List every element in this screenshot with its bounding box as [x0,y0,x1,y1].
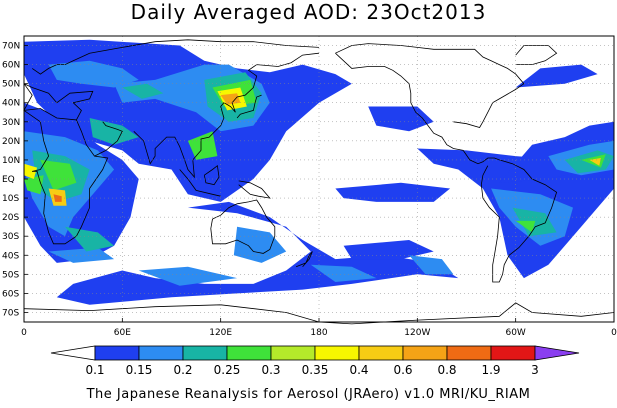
lat-tick-label: 50N [2,80,20,90]
colorbar-level-label: 0.1 [85,363,104,377]
lat-tick-label: EQ [2,175,15,185]
map-title: Daily Averaged AOD: 23Oct2013 [130,0,487,24]
coast-new-zealand [295,251,313,268]
aod-patch [40,159,77,191]
colorbar-arrow-high [534,345,580,361]
aod-patch [48,60,139,88]
lat-tick-label: 40N [2,99,20,109]
aod-patch [138,266,238,286]
coast-asia [133,52,320,179]
coastlines [23,39,615,325]
coast-japan [236,94,262,119]
colorbar-box [446,345,492,361]
colorbar-arrow-low [50,345,96,361]
coast-greenland [515,45,558,65]
longitude-labels: 0 60E 120E 180 120W 60W 0 [21,318,617,338]
colorbar-level-label: 0.35 [302,363,329,377]
lon-tick-label: 120W [404,328,430,338]
coast-north-america-east [335,43,525,128]
aod-patch [343,240,434,260]
lat-tick-label: 70S [2,308,19,318]
lon-tick-label: 0 [611,328,617,338]
aod-patch [515,64,598,88]
colorbar-box [138,345,184,361]
aod-patch [515,220,536,233]
lat-tick-label: 50S [2,270,19,280]
lat-tick-label: 30N [2,118,20,128]
aod-patch [220,93,241,105]
colorbar-level-label: 0.3 [261,363,280,377]
aod-patch [187,131,218,160]
lat-tick-label: 20N [2,137,20,147]
latitude-labels: 70N 60N 50N 40N 30N 20N 10N EQ 10S 20S 30S 40S 50S 60… [2,42,28,318]
lon-tick-label: 0 [21,328,27,338]
lat-tick-label: 60S [2,289,19,299]
aod-patch [24,163,38,179]
coast-africa [32,119,109,245]
coast-borneo [203,164,220,186]
aod-patch [233,226,287,263]
colorbar-level-label: 1.9 [481,363,500,377]
colorbar-box [226,345,272,361]
colorbar-level-label: 3 [531,363,539,377]
colorbar-level-label: 0.2 [173,363,192,377]
footer-caption: The Japanese Reanalysis for Aerosol (JRA… [86,387,531,402]
lat-tick-label: 40S [2,251,19,261]
colorbar-boxes [50,345,580,361]
coast-north-eurasia [31,39,320,75]
colorbar-level-label: 0.6 [393,363,412,377]
aod-patch [65,226,115,252]
coast-north-america-west [335,52,500,165]
coast-west-africa [23,110,50,172]
aod-patch [368,106,434,132]
lat-tick-label: 10S [2,194,19,204]
aod-patch [122,83,164,99]
colorbar: 0.1 0.15 0.2 0.25 0.3 0.35 0.4 0.6 0.8 1.9 3 [50,345,580,377]
coast-australia [210,199,276,254]
aod-patch [409,255,454,275]
aod-patch [24,175,44,195]
lat-tick-label: 10N [2,156,20,166]
coast-south-america [480,159,558,283]
colorbar-level-label: 0.8 [437,363,456,377]
colorbar-box [402,345,448,361]
colorbar-box [270,345,316,361]
lon-tick-label: 60E [114,328,131,338]
coast-indonesia [179,169,221,197]
lon-tick-label: 120E [209,328,232,338]
colorbar-box [94,345,140,361]
aod-patch [53,194,62,202]
aod-field [24,39,614,305]
lat-tick-label: 60N [2,61,20,71]
colorbar-labels: 0.1 0.15 0.2 0.25 0.3 0.35 0.4 0.6 0.8 1.9 3 [85,363,538,377]
aod-patch [48,247,115,263]
lon-tick-label: 60W [505,328,525,338]
colorbar-box [490,345,536,361]
aod-patch [335,182,451,202]
colorbar-level-label: 0.25 [214,363,241,377]
colorbar-level-label: 0.4 [349,363,368,377]
colorbar-box [358,345,404,361]
aod-patch [89,118,139,145]
colorbar-box [182,345,228,361]
coast-new-guinea [238,180,271,199]
coast-mediterranean [23,83,94,121]
lat-tick-label: 30S [2,232,19,242]
lon-tick-label: 180 [310,328,327,338]
colorbar-level-label: 0.15 [126,363,153,377]
aod-map: 70N 60N 50N 40N 30N 20N 10N EQ 10S 20S 30S 40S 50S 60… [2,35,617,338]
coast-arabia [94,121,123,157]
colorbar-box [314,345,360,361]
lat-tick-label: 20S [2,213,19,223]
aod-patch [310,264,377,282]
lat-tick-label: 70N [2,42,20,52]
